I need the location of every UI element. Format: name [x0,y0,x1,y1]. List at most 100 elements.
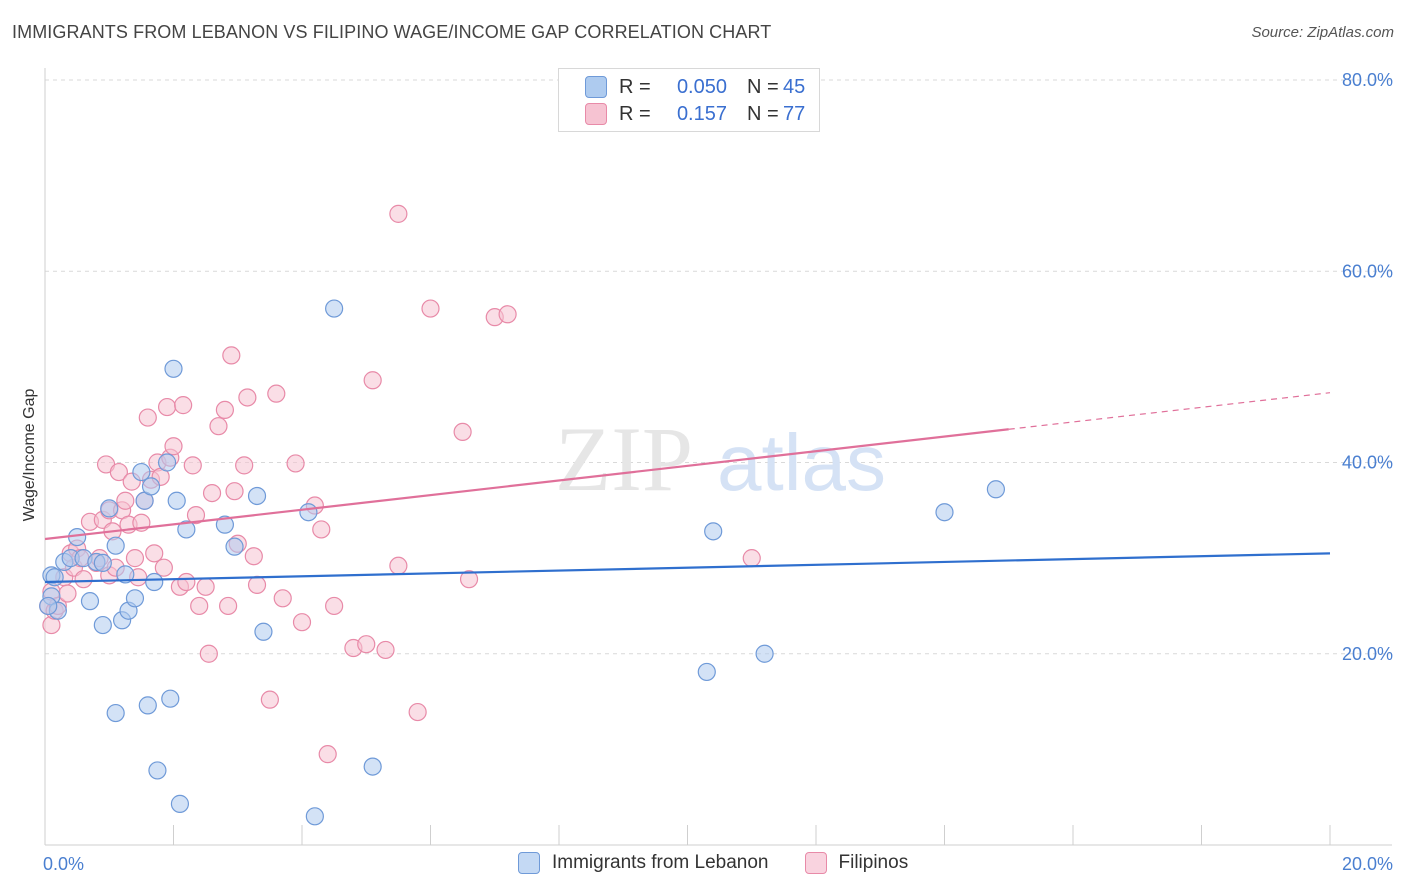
n-value: 45 [783,75,806,98]
data-point [215,400,234,420]
data-point [45,568,64,587]
data-point [109,462,128,482]
data-point [209,417,228,436]
data-point [186,505,206,525]
data-point [244,547,263,566]
data-point [286,454,305,473]
n-label: N = [747,102,779,125]
legend-swatch-pink [804,852,827,874]
data-point [199,644,218,663]
data-point [376,640,395,660]
data-point [325,299,344,318]
n-value: 77 [783,102,806,125]
trend-line [44,428,1009,541]
data-point [363,757,382,776]
data-point [148,761,167,780]
data-point [157,453,177,472]
data-point [58,584,77,603]
data-point [742,549,761,568]
data-point [177,572,196,592]
data-point [421,299,440,318]
watermark: ZIP atlas [555,408,886,510]
data-point [215,515,234,534]
data-point [247,486,267,506]
watermark-atlas: atlas [717,418,886,507]
y-tick-label: 40.0% [1342,453,1393,473]
x-tick-label: 0.0% [43,854,84,874]
data-point [190,596,209,616]
y-tick-label: 60.0% [1342,261,1393,281]
legend-label-filipinos: Filipinos [838,852,909,873]
data-point [196,577,215,596]
data-point [116,565,135,584]
trend-lines [44,392,1331,584]
data-point [325,596,344,616]
data-point [389,556,408,575]
data-point [755,644,774,663]
data-point [138,696,157,715]
series-legend: Immigrants from Lebanon Filipinos [518,852,944,874]
data-point [138,408,157,427]
data-point [106,536,125,555]
data-point [267,384,286,403]
data-point [935,503,954,522]
data-point [93,553,112,573]
data-point [161,689,180,708]
trend-line [44,552,1331,584]
data-point [704,522,723,541]
r-value: 0.050 [676,75,727,98]
data-point [141,477,161,496]
data-point [170,794,190,813]
x-tick-label: 20.0% [1342,854,1393,874]
data-point [39,596,58,616]
data-point [167,491,186,510]
data-point [235,456,254,475]
data-point [222,346,241,365]
data-point [697,662,716,682]
data-point [174,396,193,415]
data-point [219,596,238,616]
y-tick-label: 20.0% [1342,644,1393,664]
legend-label-lebanon: Immigrants from Lebanon [552,852,769,873]
y-tick-label: 80.0% [1342,70,1393,90]
data-point [363,371,382,390]
data-point [312,520,331,539]
data-point [225,482,244,501]
data-point [177,520,196,539]
data-point [157,397,177,417]
data-point [132,462,151,482]
data-point [498,305,517,324]
data-point [116,491,135,510]
data-point [125,549,145,568]
chart-title: IMMIGRANTS FROM LEBANON VS FILIPINO WAGE… [12,22,772,42]
data-point [202,484,222,503]
data-point [164,437,183,456]
n-label: N = [747,75,779,98]
data-point [292,613,312,632]
source-label: Source: ZipAtlas.com [1251,24,1394,41]
gridlines [45,79,1392,655]
data-point [164,359,183,378]
data-point [357,635,376,654]
data-point [986,480,1006,499]
data-point [225,537,244,556]
legend-swatch-pink [585,103,607,125]
data-point [74,570,93,589]
watermark-zip: ZIP [555,408,693,510]
r-label: R = [619,102,651,125]
legend-item-lebanon: Immigrants from Lebanon [518,852,769,874]
data-point [260,690,279,709]
data-point [125,589,145,608]
data-point [305,807,324,826]
data-point [299,503,318,522]
correlation-legend: R = 0.050 N = 45 R = 0.157 N = 77 [558,68,820,132]
data-point [238,388,257,407]
data-point [273,589,292,608]
legend-row-lebanon: R = 0.050 N = 45 [585,75,805,99]
data-point [389,204,408,223]
data-point [145,572,164,592]
data-point [453,422,472,441]
axes [44,68,1392,846]
data-point [459,570,479,589]
